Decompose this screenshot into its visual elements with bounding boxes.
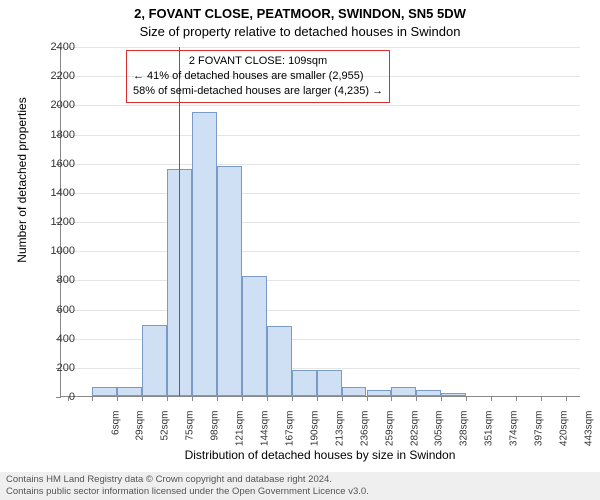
annotation-line: 58% of semi-detached houses are larger (… [133,84,383,99]
gridline [61,368,580,369]
gridline [61,251,580,252]
histogram-bar [217,166,242,396]
plot-area: 2 FOVANT CLOSE: 109sqm← 41% of detached … [60,47,580,397]
x-tick-mark [192,396,193,401]
y-tick-label: 400 [35,333,75,345]
x-tick-label: 443sqm [583,411,594,456]
y-tick-label: 1000 [35,245,75,257]
histogram-bar [242,276,267,396]
footer-line1: Contains HM Land Registry data © Crown c… [6,474,594,486]
y-axis-label: Number of detached properties [15,30,29,330]
histogram-bar [192,112,217,396]
x-tick-mark [342,396,343,401]
x-tick-mark [267,396,268,401]
chart-title-line1: 2, FOVANT CLOSE, PEATMOOR, SWINDON, SN5 … [0,6,600,21]
y-tick-label: 800 [35,274,75,286]
x-tick-mark [491,396,492,401]
y-tick-label: 200 [35,362,75,374]
annotation-line: ← 41% of detached houses are smaller (2,… [133,69,383,84]
y-tick-label: 0 [35,391,75,403]
y-tick-label: 2400 [35,41,75,53]
x-tick-mark [142,396,143,401]
y-tick-label: 1200 [35,216,75,228]
footer-line2: Contains public sector information licen… [6,486,594,498]
gridline [61,105,580,106]
histogram-bar [317,370,342,396]
x-axis-label: Distribution of detached houses by size … [60,448,580,462]
gridline [61,280,580,281]
x-tick-mark [466,396,467,401]
x-tick-mark [117,396,118,401]
histogram-bar [92,387,117,396]
gridline [61,135,580,136]
x-tick-mark [217,396,218,401]
x-tick-mark [441,396,442,401]
y-tick-label: 1400 [35,187,75,199]
footer-attribution: Contains HM Land Registry data © Crown c… [0,472,600,500]
histogram-bar [441,393,466,396]
x-tick-mark [367,396,368,401]
histogram-bar [342,387,367,396]
x-tick-mark [391,396,392,401]
x-tick-mark [516,396,517,401]
y-tick-label: 1600 [35,158,75,170]
gridline [61,222,580,223]
x-tick-mark [566,396,567,401]
histogram-bar [117,387,142,396]
annotation-box: 2 FOVANT CLOSE: 109sqm← 41% of detached … [126,50,390,103]
x-tick-mark [92,396,93,401]
histogram-bar [292,370,317,396]
y-tick-label: 600 [35,304,75,316]
gridline [61,47,580,48]
histogram-bar [142,325,167,396]
gridline [61,310,580,311]
chart-container: 2, FOVANT CLOSE, PEATMOOR, SWINDON, SN5 … [0,0,600,500]
gridline [61,164,580,165]
x-tick-mark [242,396,243,401]
y-tick-label: 1800 [35,129,75,141]
x-tick-mark [416,396,417,401]
x-tick-mark [167,396,168,401]
histogram-bar [391,387,416,396]
histogram-bar [416,390,441,396]
annotation-line: 2 FOVANT CLOSE: 109sqm [133,54,383,69]
histogram-bar [267,326,292,396]
y-tick-label: 2000 [35,99,75,111]
x-tick-mark [541,396,542,401]
gridline [61,339,580,340]
x-tick-mark [292,396,293,401]
gridline [61,193,580,194]
chart-title-line2: Size of property relative to detached ho… [0,24,600,39]
histogram-bar [367,390,392,396]
x-tick-mark [317,396,318,401]
y-tick-label: 2200 [35,70,75,82]
